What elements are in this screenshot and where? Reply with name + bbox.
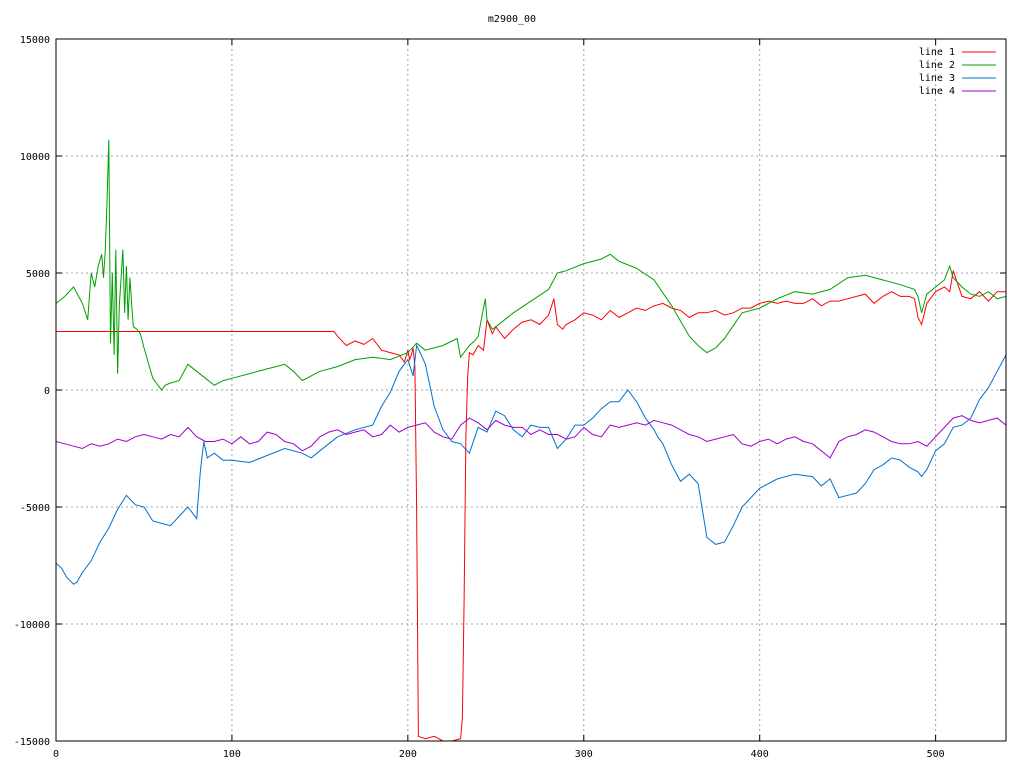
series-line-4 (56, 415, 1006, 459)
series-line-1 (56, 270, 1006, 741)
y-tick-label: -5000 (20, 503, 50, 514)
x-tick-label: 0 (53, 749, 59, 760)
chart-title: m2900_00 (488, 14, 536, 25)
series-lines (56, 139, 1006, 741)
y-tick-label: 5000 (26, 269, 50, 280)
legend-label: line 4 (919, 86, 955, 97)
series-line-2 (56, 139, 1006, 391)
series-line-3 (56, 343, 1006, 585)
legend-label: line 3 (919, 73, 955, 84)
x-tick-label: 200 (399, 749, 417, 760)
x-tick-label: 400 (751, 749, 769, 760)
y-tick-label: 0 (44, 386, 50, 397)
x-tick-label: 500 (927, 749, 945, 760)
axis-ticks: 0 100 200 300 400 500 -15000 -10000 -5000 0 5000 10… (14, 35, 1006, 760)
x-tick-label: 100 (223, 749, 241, 760)
legend-label: line 2 (919, 60, 955, 71)
legend: line 1 line 2 line 3 line 4 (919, 47, 996, 97)
y-tick-label: 10000 (20, 152, 50, 163)
grid-lines (56, 39, 1006, 741)
x-tick-label: 300 (575, 749, 593, 760)
y-tick-label: 15000 (20, 35, 50, 46)
y-tick-label: -15000 (14, 737, 50, 748)
y-tick-label: -10000 (14, 620, 50, 631)
legend-label: line 1 (919, 47, 955, 58)
